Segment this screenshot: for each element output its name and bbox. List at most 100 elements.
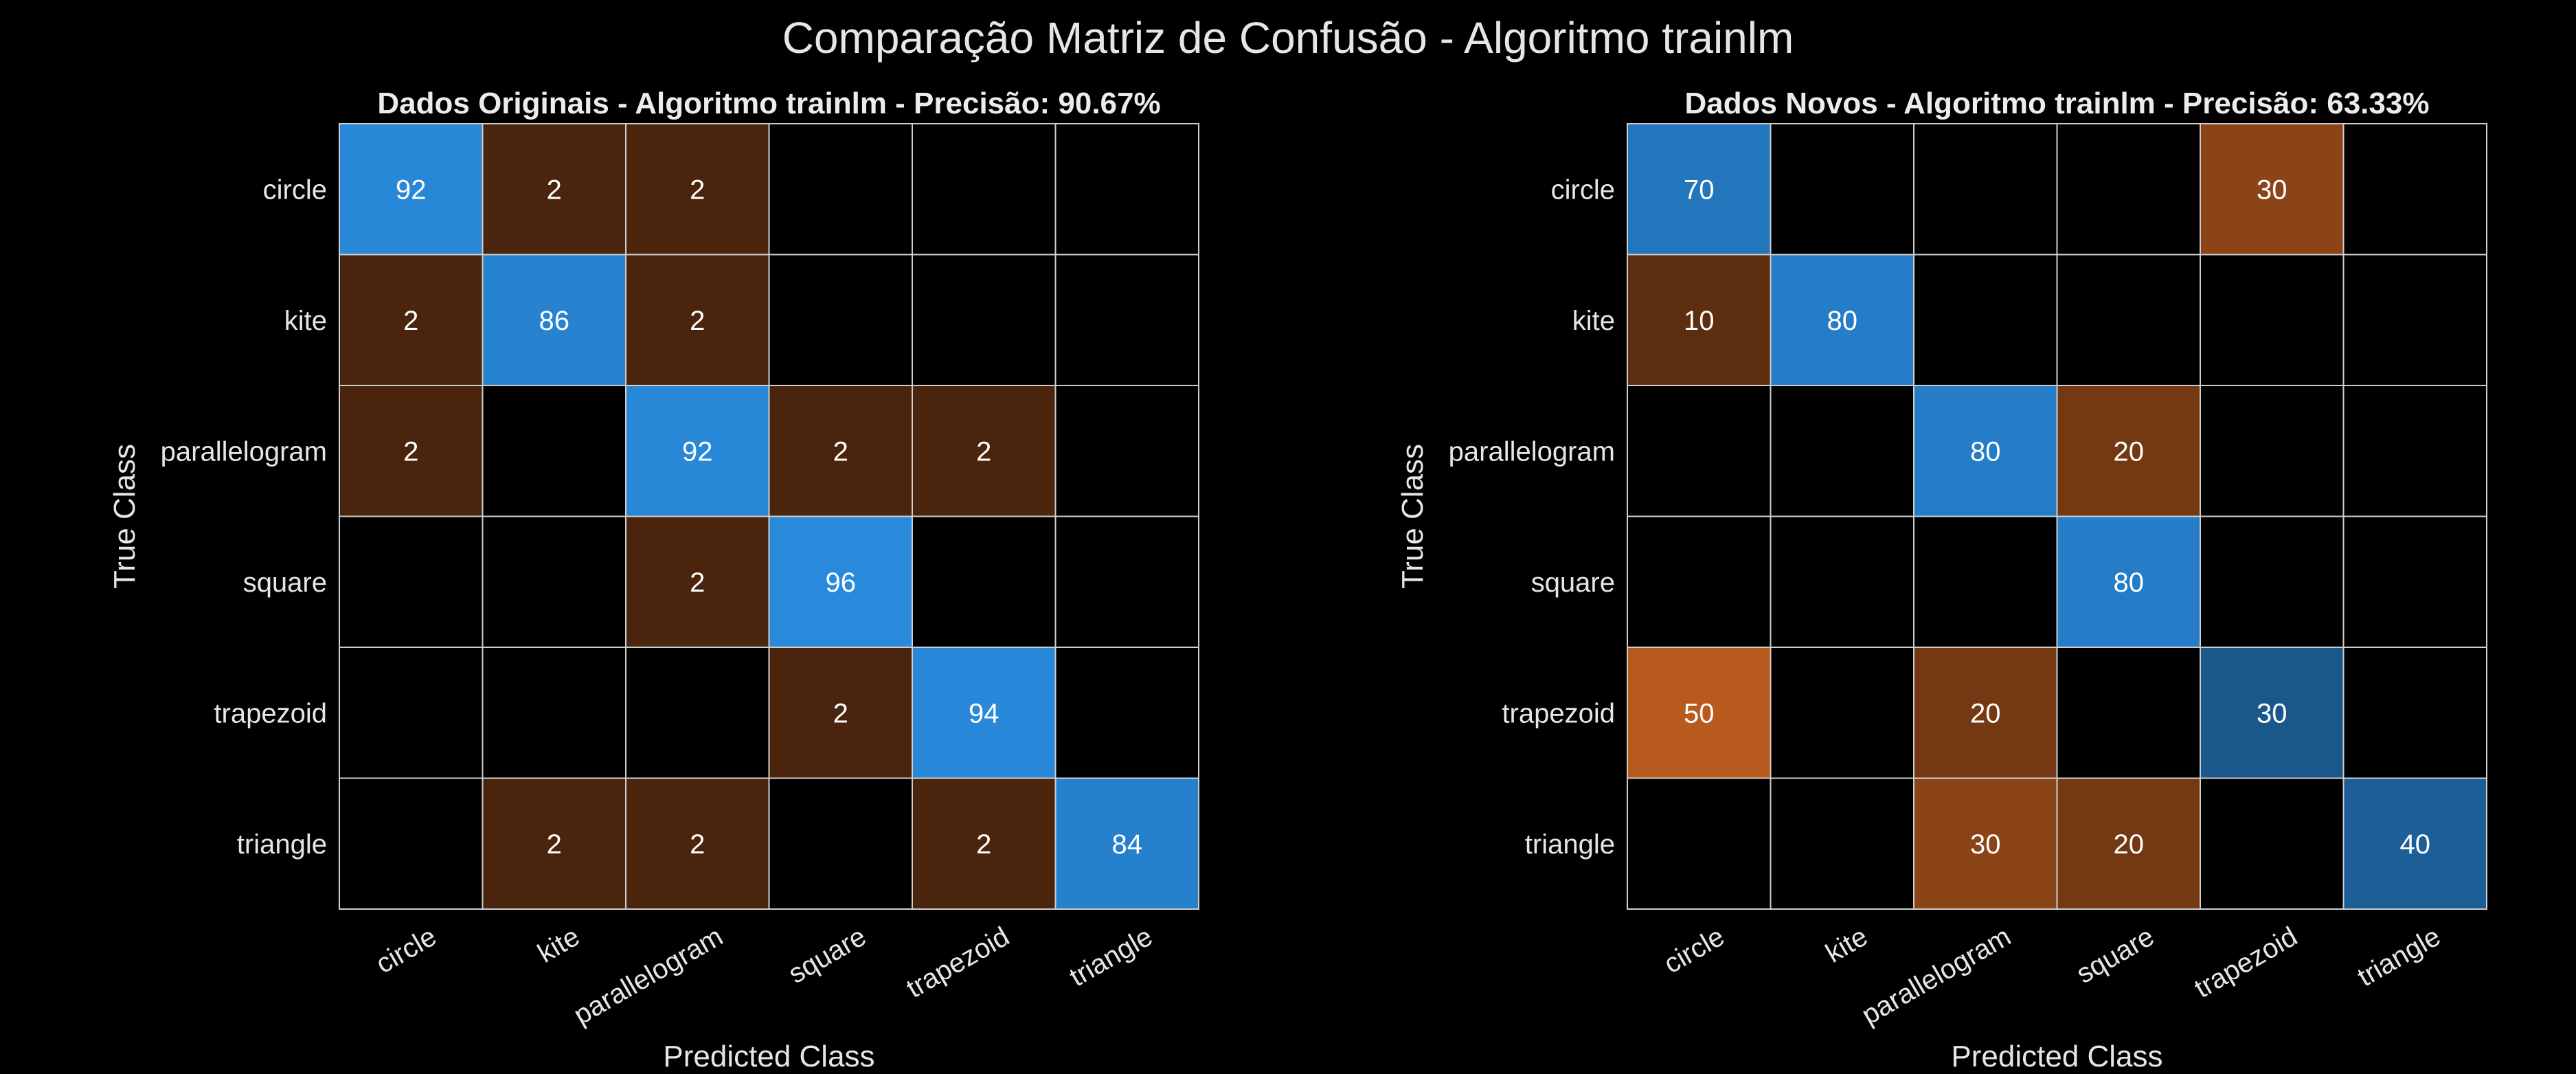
- cell-value-label: 20: [2114, 829, 2145, 860]
- cell-value-label: 2: [403, 306, 418, 336]
- cell-value-label: 2: [403, 436, 418, 467]
- heatmap-cell: [1913, 254, 2058, 386]
- cell-value-label: 2: [547, 175, 562, 205]
- heatmap-cell: [1770, 777, 1914, 910]
- heatmap-cell: [768, 515, 913, 648]
- heatmap-cell: [1054, 123, 1199, 256]
- heatmap-cell: [1054, 777, 1199, 910]
- y-axis-label: True Class: [108, 444, 142, 589]
- cell-value-label: 30: [2257, 175, 2287, 205]
- confusion-matrix-new: Dados Novos - Algoritmo trainlm - Precis…: [1288, 0, 2576, 1074]
- heatmap-cell: [912, 123, 1057, 256]
- y-tick-label: square: [1531, 568, 1615, 598]
- heatmap-cell: [482, 515, 626, 648]
- heatmap-cell: [1770, 385, 1914, 517]
- heatmap-cell: [339, 385, 484, 517]
- heatmap-cell: [482, 647, 626, 779]
- heatmap-cell: [2200, 254, 2345, 386]
- cell-value-label: 30: [1970, 829, 2001, 860]
- heatmap-cell: [2056, 647, 2201, 779]
- heatmap-cell: [912, 515, 1057, 648]
- heatmap-cell: [2200, 385, 2345, 517]
- cell-value-label: 80: [1970, 436, 2001, 467]
- x-tick-label: kite: [1820, 921, 1873, 969]
- cell-value-label: 96: [826, 568, 857, 598]
- x-tick-label: square: [783, 921, 871, 989]
- heatmap-cell: [2200, 777, 2345, 910]
- heatmap-cell: [1770, 647, 1914, 779]
- heatmap-cell: [1054, 515, 1199, 648]
- cell-value-label: 80: [2114, 568, 2145, 598]
- heatmap-cell: [2342, 254, 2487, 386]
- heatmap-cell: [768, 254, 913, 386]
- heatmap-cell: [1770, 123, 1914, 256]
- heatmap-cell: [1913, 777, 2058, 910]
- heatmap-cell: [768, 385, 913, 517]
- heatmap-cell: [2056, 515, 2201, 648]
- heatmap-cell: [1627, 777, 1772, 910]
- cell-value-label: 30: [2257, 698, 2287, 728]
- cell-value-label: 86: [539, 306, 570, 336]
- y-tick-label: circle: [263, 175, 327, 205]
- heatmap-cell: [2056, 123, 2201, 256]
- heatmap-cell: [1627, 515, 1772, 648]
- heatmap-cell: [339, 123, 484, 256]
- heatmap-cell: [339, 777, 484, 910]
- cell-value-label: 92: [682, 436, 713, 467]
- heatmap-cell: [2342, 385, 2487, 517]
- heatmap-cell: [912, 647, 1057, 779]
- y-tick-label: trapezoid: [214, 698, 327, 728]
- x-tick-label: circle: [371, 921, 442, 980]
- cell-value-label: 80: [1827, 306, 1858, 336]
- y-tick-label: triangle: [1525, 829, 1615, 860]
- cell-value-label: 2: [690, 568, 705, 598]
- heatmap-cell: [1054, 647, 1199, 779]
- y-tick-label: parallelogram: [161, 436, 327, 467]
- heatmap-cell: [1054, 254, 1199, 386]
- cell-value-label: 84: [1112, 829, 1143, 860]
- cell-value-label: 2: [690, 829, 705, 860]
- y-tick-label: triangle: [237, 829, 327, 860]
- cell-value-label: 20: [2114, 436, 2145, 467]
- cell-value-label: 92: [396, 175, 427, 205]
- chart-svg-new: Dados Novos - Algoritmo trainlm - Precis…: [1396, 87, 2487, 1073]
- heatmap-cell: [2342, 515, 2487, 648]
- cell-value-label: 40: [2400, 829, 2431, 860]
- heatmap-cell: [1913, 123, 2058, 256]
- heatmap-cell: [768, 647, 913, 779]
- x-axis-label: Predicted Class: [1951, 1040, 2162, 1073]
- y-tick-label: square: [243, 568, 327, 598]
- x-tick-label: circle: [1659, 921, 1730, 980]
- heatmap-cell: [2056, 777, 2201, 910]
- cell-value-label: 70: [1684, 175, 1715, 205]
- x-tick-label: kite: [532, 921, 585, 969]
- y-tick-label: kite: [284, 306, 327, 336]
- y-tick-label: kite: [1572, 306, 1615, 336]
- heatmap-cell: [2200, 515, 2345, 648]
- heatmap-cell: [339, 254, 484, 386]
- x-tick-label: parallelogram: [1857, 921, 2016, 1031]
- heatmap-cell: [912, 385, 1057, 517]
- heatmap-cell: [2342, 647, 2487, 779]
- y-tick-label: trapezoid: [1502, 698, 1615, 728]
- heatmap-cell: [2056, 254, 2201, 386]
- heatmap-cell: [2056, 385, 2201, 517]
- heatmap-cell: [482, 123, 626, 256]
- cell-value-label: 2: [690, 175, 705, 205]
- heatmap-cell: [2342, 123, 2487, 256]
- cell-value-label: 20: [1970, 698, 2001, 728]
- y-axis-label: True Class: [1396, 444, 1430, 589]
- x-tick-label: trapezoid: [2189, 921, 2303, 1004]
- cell-value-label: 2: [547, 829, 562, 860]
- x-tick-label: trapezoid: [901, 921, 1015, 1004]
- panel-title: Dados Originais - Algoritmo trainlm - Pr…: [377, 87, 1160, 120]
- heatmap-cell: [1913, 385, 2058, 517]
- heatmap-cell: [2200, 123, 2345, 256]
- y-tick-label: circle: [1551, 175, 1615, 205]
- heatmap-cell: [625, 647, 770, 779]
- chart-svg-original: Dados Originais - Algoritmo trainlm - Pr…: [108, 87, 1199, 1073]
- x-tick-label: triangle: [2353, 921, 2446, 993]
- heatmap-cell: [912, 777, 1057, 910]
- y-tick-label: parallelogram: [1449, 436, 1615, 467]
- heatmap-cell: [2342, 777, 2487, 910]
